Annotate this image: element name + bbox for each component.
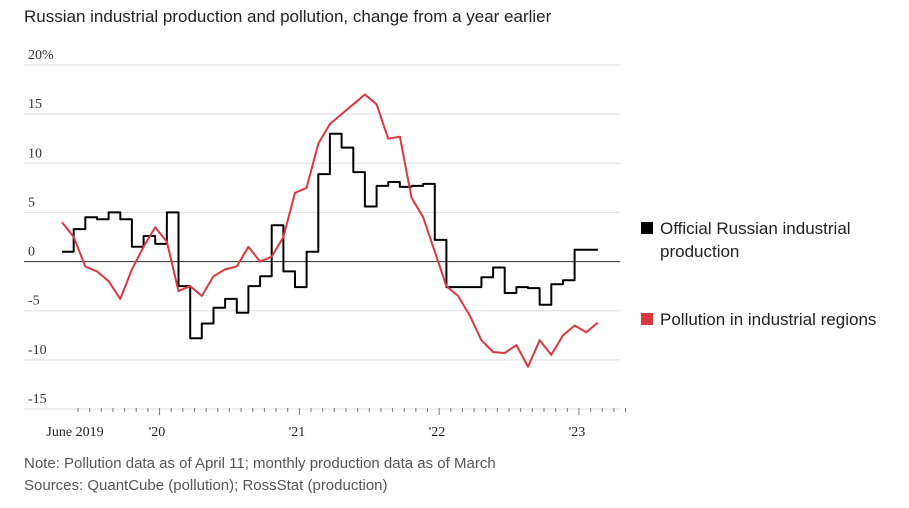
y-tick-label: -15 <box>28 392 47 407</box>
y-tick-label: 10 <box>28 146 42 161</box>
legend-label-production: Official Russian industrial production <box>660 219 851 261</box>
y-tick-label: 15 <box>28 97 42 112</box>
chart-title: Russian industrial production and pollut… <box>24 7 552 26</box>
y-axis: 20% 15 10 5 0 -5 -10 -15 <box>28 48 54 407</box>
x-tick-label: '23 <box>569 425 586 440</box>
legend-swatch-production <box>641 222 653 234</box>
x-axis: June 2019 '20 '21 '22 '23 <box>46 408 627 440</box>
chart-sources: Sources: QuantCube (pollution); RossStat… <box>24 477 388 494</box>
legend-swatch-pollution <box>641 313 653 325</box>
series-layer <box>61 93 599 368</box>
y-tick-label: -10 <box>28 343 47 358</box>
chart: 20% 15 10 5 0 -5 -10 -15 June 2019 '20 '21 '22 '23 <box>24 48 627 440</box>
series-line-production <box>62 132 598 340</box>
legend-item-production: Official Russian industrial production <box>641 217 901 263</box>
y-tick-label: -5 <box>28 294 40 309</box>
chart-note: Note: Pollution data as of April 11; mon… <box>24 455 496 472</box>
grid <box>24 64 620 410</box>
y-tick-label: 5 <box>28 195 35 210</box>
x-tick-label: '22 <box>429 425 446 440</box>
series-line-pollution <box>61 93 599 368</box>
x-tick-label: June 2019 <box>46 425 103 440</box>
y-tick-label: 20% <box>28 48 54 63</box>
x-tick-label: '20 <box>149 425 166 440</box>
legend-item-pollution: Pollution in industrial regions <box>641 308 901 331</box>
y-tick-label: 0 <box>28 245 35 260</box>
legend-label-pollution: Pollution in industrial regions <box>660 310 877 329</box>
x-tick-label: '21 <box>289 425 306 440</box>
